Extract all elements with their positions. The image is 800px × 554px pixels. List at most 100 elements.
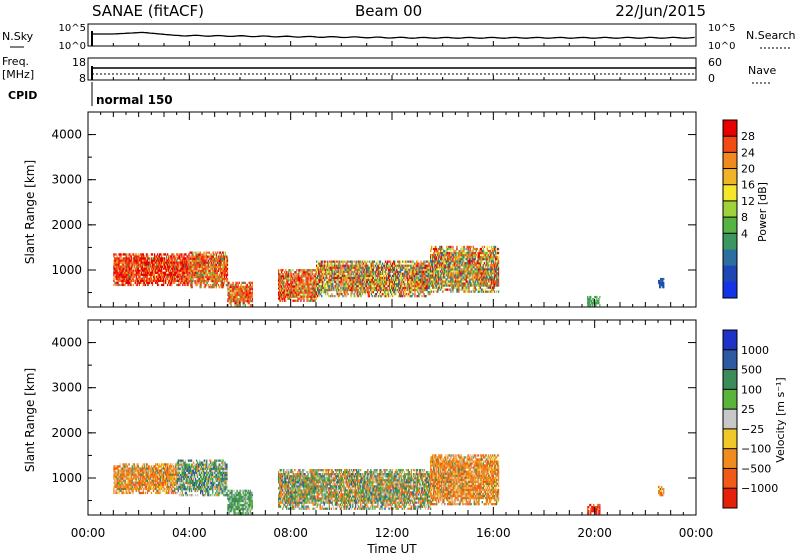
data-cell <box>395 280 397 284</box>
data-cell <box>308 299 310 302</box>
data-cell <box>245 295 247 299</box>
data-cell <box>396 264 398 267</box>
data-cell <box>119 277 121 280</box>
data-cell <box>339 272 341 275</box>
data-cell <box>246 291 248 295</box>
data-cell <box>314 289 316 292</box>
data-cell <box>462 272 464 275</box>
data-cell <box>115 261 117 264</box>
data-cell <box>428 284 430 288</box>
data-cell <box>411 282 413 286</box>
data-cell <box>372 280 374 284</box>
data-cell <box>242 295 244 299</box>
data-cell <box>155 255 158 258</box>
data-cell <box>342 268 344 271</box>
data-cell <box>431 272 433 275</box>
data-cell <box>385 268 388 271</box>
data-cell <box>416 278 418 282</box>
data-cell <box>205 255 207 258</box>
data-cell <box>379 288 382 292</box>
data-cell <box>198 255 200 258</box>
data-cell <box>324 262 326 265</box>
data-cell <box>344 282 346 286</box>
data-cell <box>307 287 309 290</box>
data-cell <box>318 278 320 282</box>
data-cell <box>462 270 464 273</box>
data-cell <box>287 297 289 300</box>
data-cell <box>347 274 349 277</box>
data-cell <box>169 265 171 268</box>
data-cell <box>452 245 454 249</box>
data-cell <box>199 286 201 289</box>
data-cell <box>191 284 193 287</box>
data-cell <box>219 259 221 262</box>
data-cell <box>454 256 456 259</box>
data-cell <box>323 266 325 269</box>
data-cell <box>215 259 217 262</box>
data-cell <box>420 284 422 288</box>
data-cell <box>489 270 492 273</box>
data-cell <box>336 266 338 269</box>
data-cell <box>485 268 487 271</box>
data-cell <box>323 274 325 277</box>
data-cell <box>248 285 250 289</box>
data-cell <box>474 290 476 293</box>
data-cell <box>161 253 163 256</box>
data-cell <box>453 284 455 287</box>
data-cell <box>396 280 398 284</box>
data-cell <box>209 271 211 275</box>
data-cell <box>218 286 220 289</box>
data-cell <box>300 279 302 282</box>
data-cell <box>427 268 429 271</box>
data-cell <box>358 282 360 286</box>
data-cell <box>314 279 316 282</box>
data-cell <box>417 280 419 284</box>
data-cell <box>351 291 353 294</box>
data-cell <box>194 271 196 275</box>
data-cell <box>171 255 173 258</box>
data-cell <box>463 247 465 251</box>
data-cell <box>474 280 476 283</box>
data-cell <box>309 279 311 282</box>
data-cell <box>311 297 313 300</box>
data-cell <box>452 286 454 289</box>
data-cell <box>298 283 300 286</box>
data-cell <box>447 245 449 249</box>
data-cell <box>296 269 298 272</box>
data-cell <box>157 283 160 287</box>
data-cell <box>368 293 370 296</box>
data-cell <box>442 262 444 265</box>
data-cell <box>123 253 125 256</box>
data-cell <box>313 285 315 288</box>
data-cell <box>419 270 421 273</box>
data-cell <box>486 251 488 255</box>
data-cell <box>341 293 343 296</box>
data-cell <box>449 276 451 279</box>
data-cell <box>204 259 206 262</box>
data-cell <box>296 285 298 288</box>
data-cell <box>218 255 220 258</box>
data-cell <box>356 266 358 269</box>
data-cell <box>462 268 464 271</box>
data-cell <box>420 270 422 273</box>
data-cell <box>459 262 461 265</box>
data-cell <box>296 275 298 278</box>
data-cell <box>317 282 319 286</box>
data-cell <box>151 283 154 287</box>
data-cell <box>147 261 150 264</box>
data-cell <box>344 276 346 280</box>
data-cell <box>281 279 283 282</box>
data-cell <box>354 262 356 265</box>
data-cell <box>483 278 485 281</box>
data-cell <box>204 275 206 279</box>
data-cell <box>382 284 385 288</box>
data-cell <box>363 260 365 263</box>
data-cell <box>294 277 296 280</box>
data-cell <box>210 279 212 283</box>
data-cell <box>129 261 131 264</box>
data-cell <box>222 261 225 264</box>
data-cell <box>485 274 487 277</box>
data-cell <box>133 265 135 268</box>
data-cell <box>345 288 347 292</box>
data-cell <box>201 271 203 275</box>
